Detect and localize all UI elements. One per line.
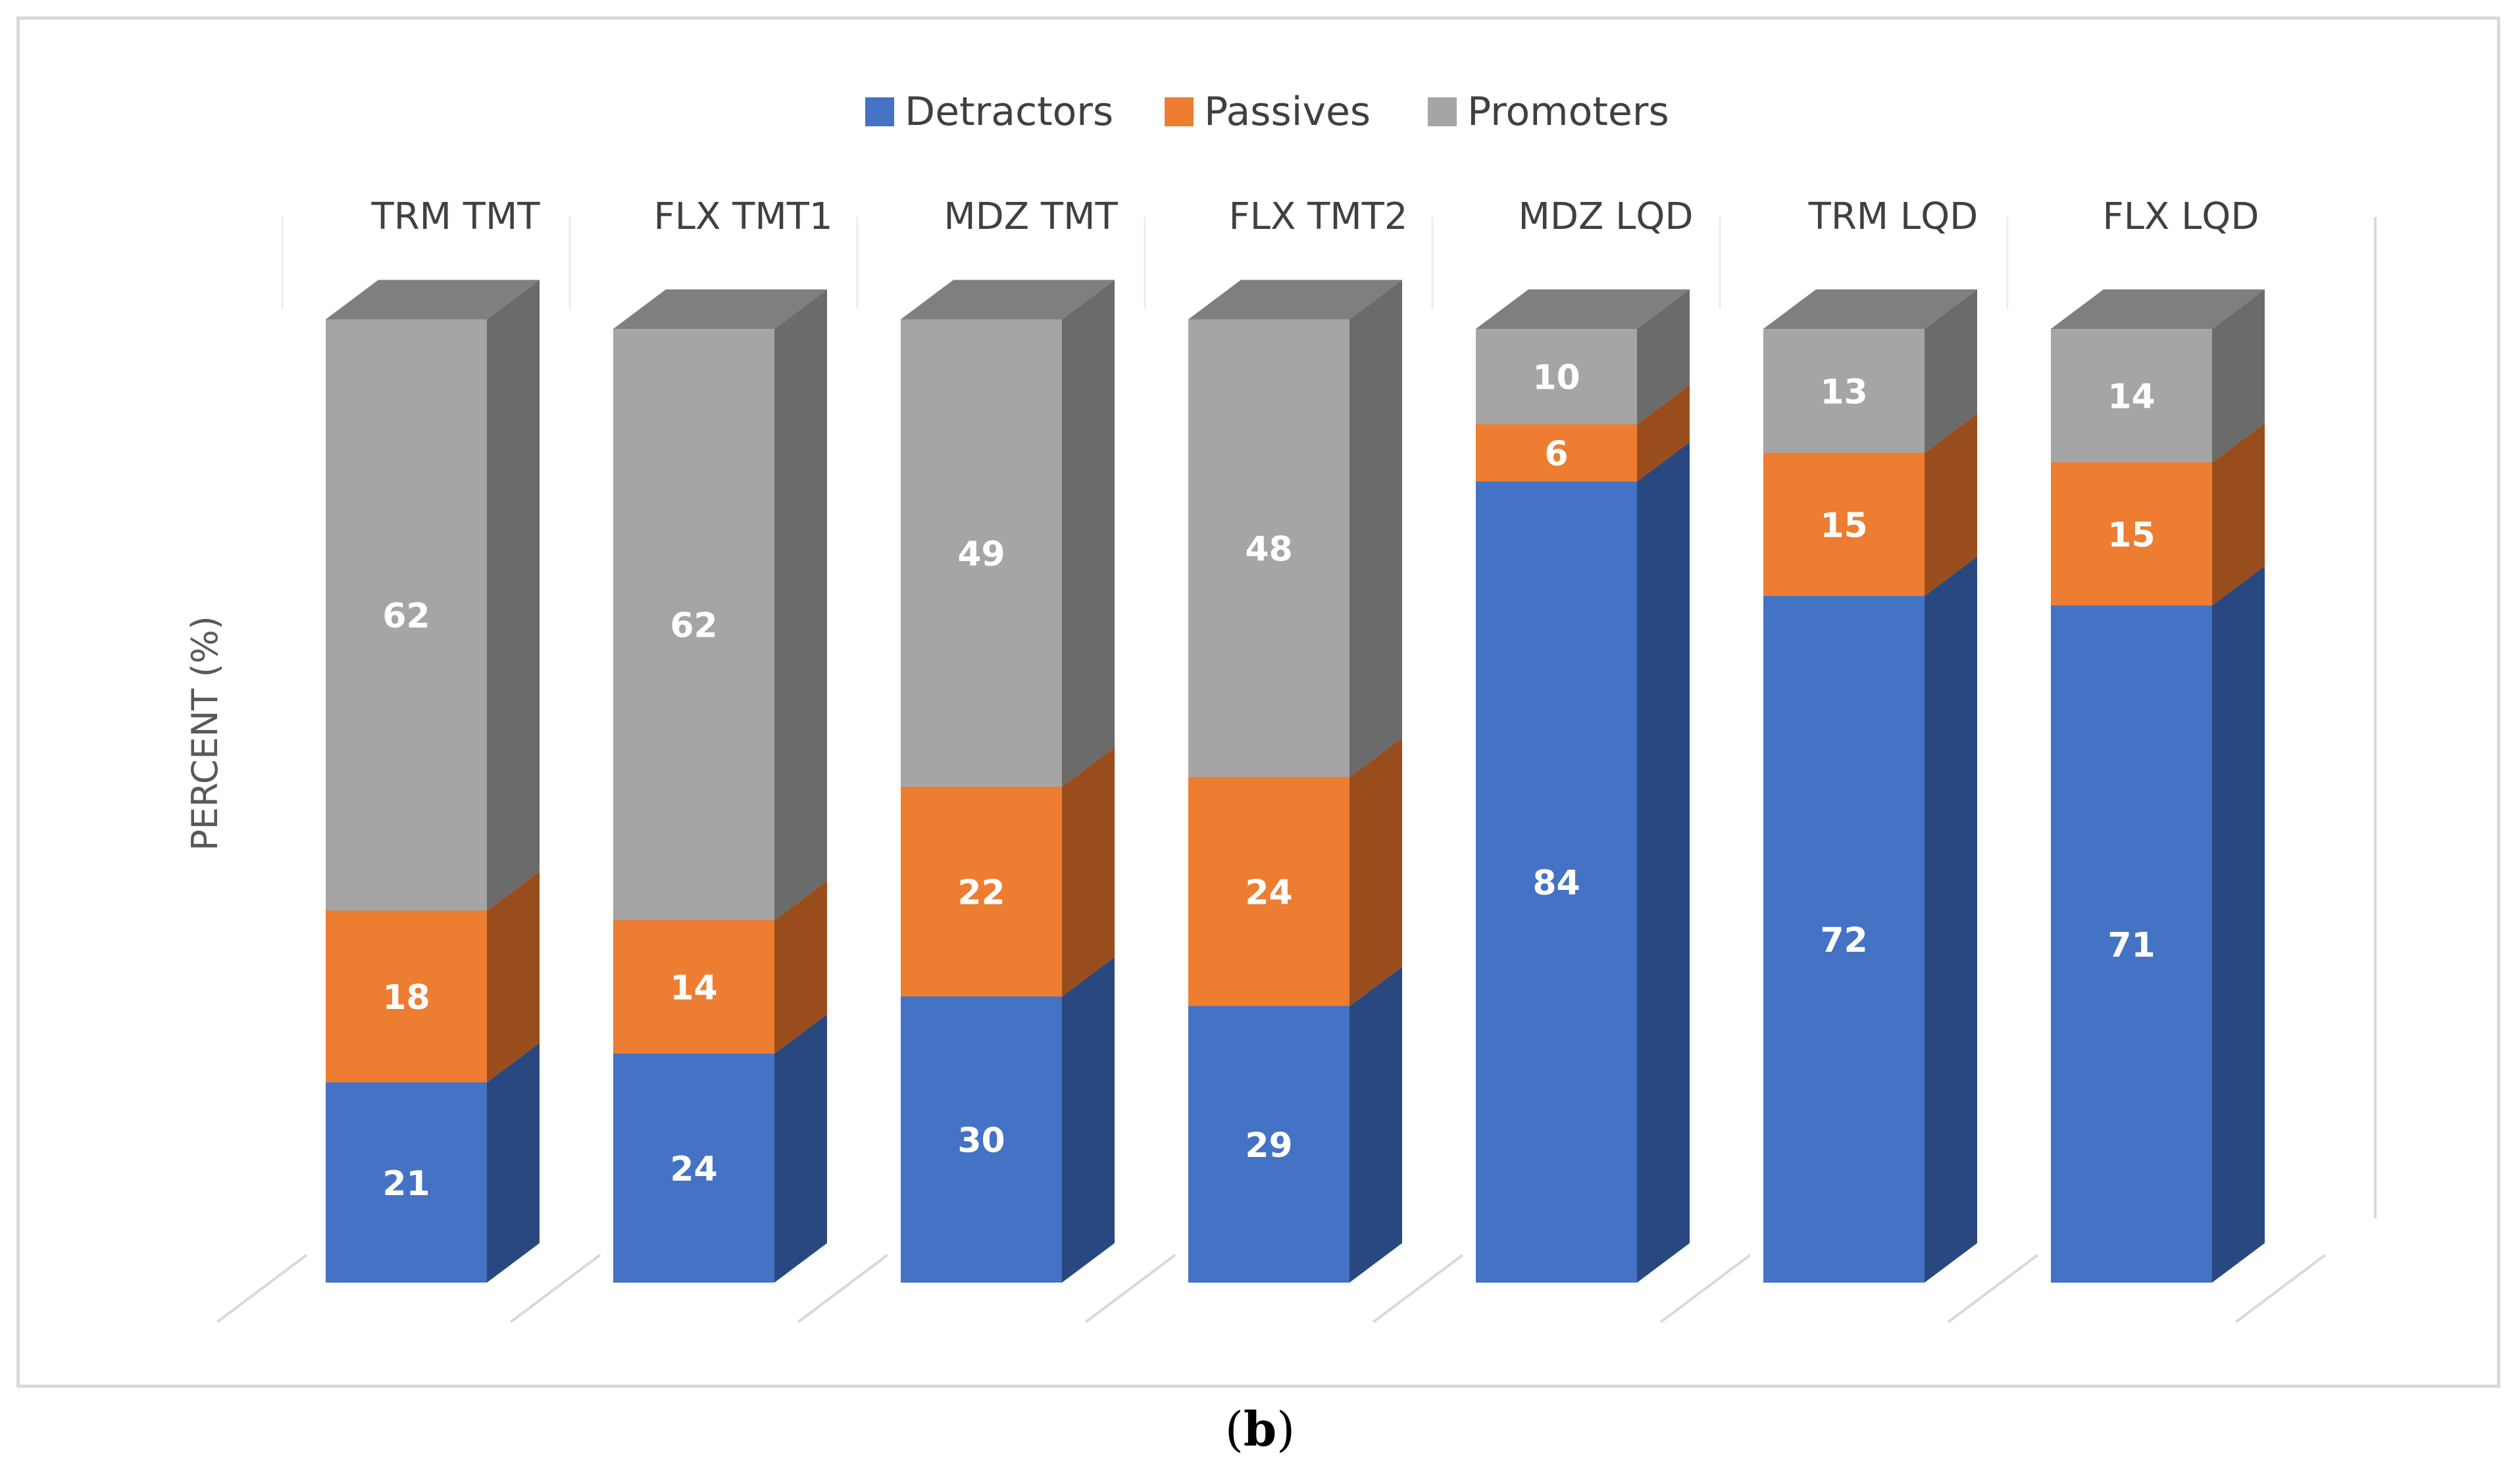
data-label-promoters: 62 <box>670 606 717 646</box>
bar-segment-promoters <box>901 319 1062 787</box>
category-label-flx-lqd: FLX LQD <box>2103 195 2259 238</box>
bar-side-promoters <box>1925 289 1977 453</box>
bar-segment-promoters <box>1763 329 1925 453</box>
bar-side-promoters <box>774 289 827 920</box>
legend-swatch-detractors <box>865 97 894 126</box>
data-label-promoters: 48 <box>1245 530 1292 570</box>
bar-top-face <box>326 280 540 320</box>
legend-label-promoters: Promoters <box>1467 89 1669 135</box>
category-label-flx-tmt2: FLX TMT2 <box>1229 195 1408 238</box>
data-label-detractors: 72 <box>1820 921 1867 960</box>
bar-segment-promoters <box>1188 319 1349 777</box>
bar-top-face <box>613 289 827 329</box>
legend-swatch-promoters <box>1428 97 1457 126</box>
bar-side-detractors <box>1925 556 1977 1283</box>
bar-side-passives <box>1637 385 1690 481</box>
bar-segment-detractors <box>1476 481 1637 1283</box>
data-label-detractors: 29 <box>1245 1126 1292 1166</box>
legend-label-passives: Passives <box>1204 89 1371 135</box>
bar-top-face <box>1476 289 1690 329</box>
bar-side-detractors <box>487 1043 540 1283</box>
chart-frame: Detractors Passives Promoters PERCENT (%) TR… <box>16 16 2500 1388</box>
bar-segment-promoters <box>2051 329 2212 462</box>
figure-caption: (b) <box>0 1401 2520 1457</box>
bar-segment-detractors <box>2051 605 2212 1283</box>
bar-segment-promoters <box>1476 329 1637 424</box>
data-label-detractors: 71 <box>2107 925 2155 965</box>
bar-segment-passives <box>326 910 487 1083</box>
data-label-promoters: 62 <box>382 597 430 636</box>
bar-side-detractors <box>1637 442 1690 1283</box>
stacked-bar-chart: Detractors Passives Promoters PERCENT (%) TR… <box>184 89 2377 1323</box>
y-axis-label: PERCENT (%) <box>184 616 226 850</box>
bar-segment-passives <box>901 787 1062 996</box>
bar-side-passives <box>774 881 827 1054</box>
bar-segment-promoters <box>613 329 774 920</box>
data-label-promoters: 13 <box>1820 372 1867 412</box>
data-label-detractors: 30 <box>957 1121 1005 1161</box>
data-label-detractors: 24 <box>670 1150 717 1189</box>
bar-side-detractors <box>1349 966 1402 1283</box>
bar-top-face <box>2051 289 2265 329</box>
caption-open: ( <box>1224 1402 1244 1457</box>
data-label-passives: 24 <box>1245 873 1292 913</box>
bar-top-face <box>1763 289 1977 329</box>
bar-side-promoters <box>487 280 540 911</box>
bar-segment-passives <box>613 920 774 1054</box>
floor-divider-line <box>797 1254 889 1323</box>
floor-divider-line <box>1084 1254 1176 1323</box>
bar-segment-detractors <box>613 1054 774 1283</box>
caption-close: ) <box>1276 1402 1296 1457</box>
bar-segment-detractors <box>1188 1006 1349 1283</box>
floor-edge-right <box>2234 1254 2327 1323</box>
category-label-trm-lqd: TRM LQD <box>1808 195 1978 238</box>
bar-segment-passives <box>1188 777 1349 1006</box>
legend-swatch-passives <box>1165 97 1194 126</box>
data-label-passives: 15 <box>2107 516 2155 555</box>
bar-side-detractors <box>774 1014 827 1283</box>
bar-segment-passives <box>1763 453 1925 596</box>
bar-side-passives <box>487 871 540 1083</box>
bar-top-face <box>1188 280 1402 320</box>
data-label-promoters: 49 <box>957 535 1005 574</box>
data-label-detractors: 84 <box>1532 864 1580 903</box>
bar-side-detractors <box>2212 566 2265 1283</box>
floor-edge-left <box>216 1254 308 1323</box>
category-label-mdz-lqd: MDZ LQD <box>1519 195 1694 238</box>
bar-segment-promoters <box>326 319 487 911</box>
caption-letter: b <box>1243 1401 1277 1457</box>
bar-side-passives <box>1062 747 1115 996</box>
data-label-passives: 18 <box>382 978 430 1018</box>
floor-divider-line <box>509 1254 601 1323</box>
bar-side-promoters <box>2212 289 2265 462</box>
data-label-passives: 15 <box>1820 506 1867 545</box>
bar-side-passives <box>1925 413 1977 596</box>
floor-divider-line <box>1659 1254 1751 1323</box>
legend-label-detractors: Detractors <box>905 89 1113 135</box>
bar-segment-passives <box>1476 424 1637 481</box>
bar-side-promoters <box>1062 280 1115 787</box>
data-label-promoters: 14 <box>2107 378 2155 417</box>
floor-divider-line <box>1372 1254 1464 1323</box>
data-label-passives: 22 <box>957 873 1005 913</box>
bar-side-passives <box>1349 737 1402 1006</box>
data-label-promoters: 10 <box>1532 358 1580 398</box>
data-label-detractors: 21 <box>382 1164 430 1204</box>
bar-segment-passives <box>2051 462 2212 606</box>
bar-segment-detractors <box>1763 596 1925 1283</box>
floor-divider-line <box>1947 1254 2039 1323</box>
data-label-passives: 14 <box>670 969 717 1008</box>
bar-side-promoters <box>1349 280 1402 777</box>
bar-side-promoters <box>1637 289 1690 424</box>
bar-segment-detractors <box>326 1082 487 1283</box>
bar-side-passives <box>2212 423 2265 606</box>
bar-segment-detractors <box>901 996 1062 1283</box>
category-label-mdz-tmt: MDZ TMT <box>944 195 1118 238</box>
category-label-trm-tmt: TRM TMT <box>371 195 541 238</box>
data-label-passives: 6 <box>1544 435 1568 474</box>
category-label-flx-tmt1: FLX TMT1 <box>654 195 833 238</box>
bar-top-face <box>901 280 1115 320</box>
bar-side-detractors <box>1062 957 1115 1283</box>
